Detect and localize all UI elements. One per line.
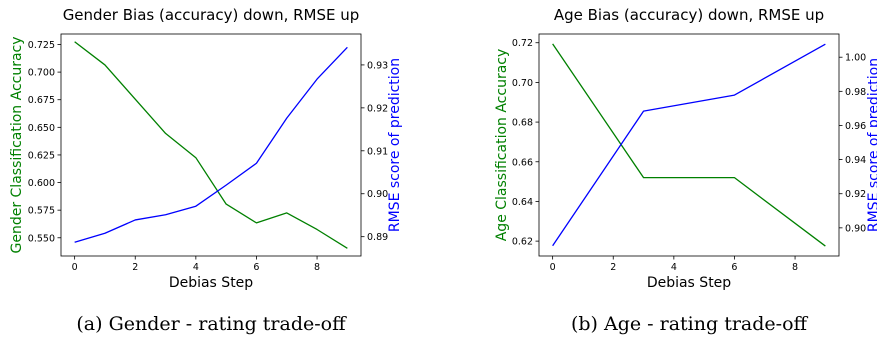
left-tick-label: 0.66 [512, 157, 533, 168]
series-line-accuracy [74, 41, 348, 249]
x-tick-label: 0 [550, 262, 556, 273]
right-tick-label: 0.92 [367, 103, 388, 114]
x-axis-label: Debias Step [169, 275, 253, 291]
left-tick-label: 0.600 [28, 178, 55, 189]
right-tick-label: 0.91 [367, 146, 388, 157]
left-tick-label: 0.62 [512, 237, 533, 248]
left-tick-label: 0.72 [512, 38, 533, 49]
left-tick-label: 0.575 [28, 206, 55, 217]
left-tick-label: 0.68 [512, 118, 533, 129]
left-tick-label: 0.725 [28, 40, 55, 51]
x-tick-label: 4 [671, 262, 677, 273]
x-tick-label: 4 [193, 262, 199, 273]
left-tick-label: 0.625 [28, 150, 55, 161]
right-tick-label: 0.94 [845, 155, 866, 166]
series-line-rmse [552, 43, 826, 247]
figure-caption: (b) Age - rating trade-off [571, 313, 809, 335]
figure-caption: (a) Gender - rating trade-off [76, 313, 347, 335]
x-tick-label: 6 [253, 262, 259, 273]
chart-panel-2: Age Bias (accuracy) down, RMSE up 0 2 4 6 8 0.… [494, 6, 877, 335]
right-tick-label: 0.89 [367, 232, 388, 243]
chart-panel-1: Gender Bias (accuracy) down, RMSE up 0 2 4 6… [9, 6, 403, 335]
x-tick-label: 8 [314, 262, 320, 273]
left-tick-label: 0.70 [512, 78, 533, 89]
right-tick-label: 0.90 [367, 189, 388, 200]
plot-frame [60, 33, 362, 257]
right-tick-label: 1.00 [845, 53, 866, 64]
left-tick-label: 0.675 [28, 95, 55, 106]
right-tick-label: 0.92 [845, 189, 866, 200]
chart-title: Age Bias (accuracy) down, RMSE up [554, 6, 824, 24]
series-line-accuracy [552, 43, 826, 247]
right-tick-label: 0.96 [845, 121, 866, 132]
x-tick-label: 2 [610, 262, 616, 273]
chart-title: Gender Bias (accuracy) down, RMSE up [63, 6, 360, 24]
x-tick-label: 0 [72, 262, 78, 273]
x-tick-label: 8 [792, 262, 798, 273]
left-axis-label: Gender Classification Accuracy [9, 36, 25, 253]
x-axis-label: Debias Step [647, 275, 731, 291]
left-axis-label: Age Classification Accuracy [494, 49, 510, 242]
series-line-rmse [74, 46, 348, 243]
right-tick-label: 0.90 [845, 223, 866, 234]
plot-frame [538, 33, 840, 257]
right-axis-label: RMSE score of prediction [866, 58, 877, 232]
right-axis-label: RMSE score of prediction [387, 58, 403, 232]
x-tick-label: 2 [132, 262, 138, 273]
right-tick-label: 0.93 [367, 60, 388, 71]
right-tick-label: 0.98 [845, 87, 866, 98]
left-tick-label: 0.650 [28, 123, 55, 134]
left-tick-label: 0.700 [28, 68, 55, 79]
x-tick-label: 6 [731, 262, 737, 273]
left-tick-label: 0.550 [28, 233, 55, 244]
left-tick-label: 0.64 [512, 197, 533, 208]
